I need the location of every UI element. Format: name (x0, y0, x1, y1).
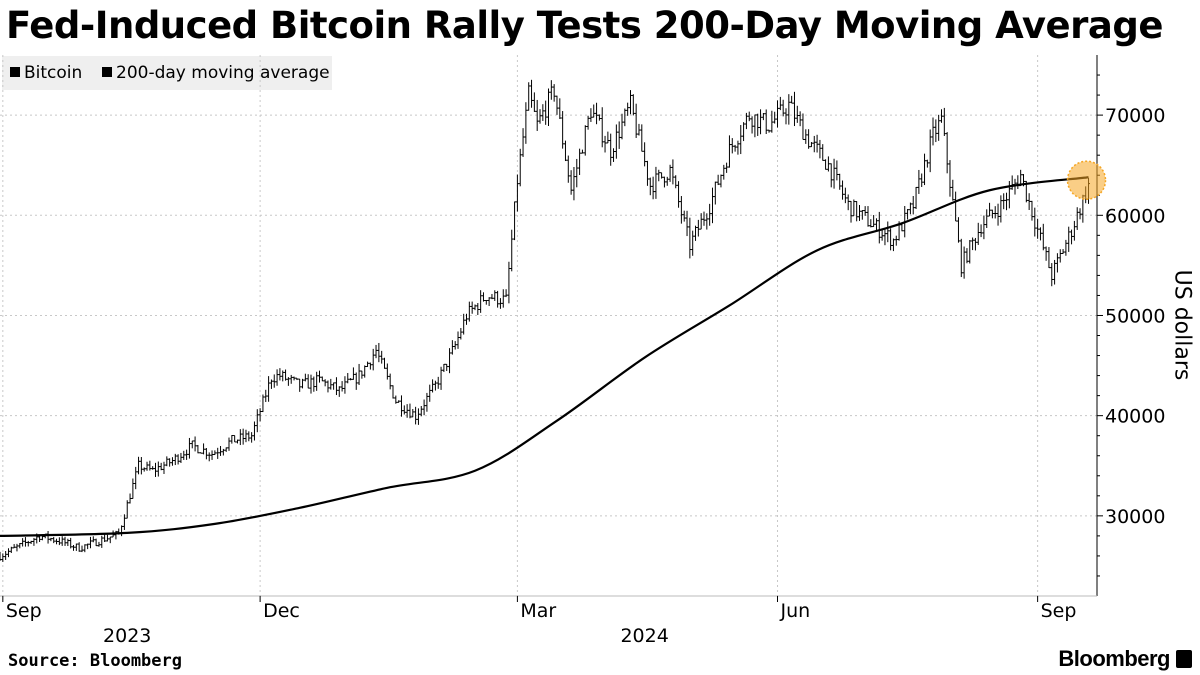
y-tick-label: 70000 (1105, 105, 1165, 127)
highlight-circle (1066, 160, 1107, 200)
legend-swatch-bitcoin (10, 67, 20, 77)
grid-lines (0, 55, 1097, 596)
bloomberg-logo: Bloomberg (1058, 646, 1192, 672)
brand-name: Bloomberg (1058, 646, 1170, 671)
chart-legend: Bitcoin 200-day moving average (2, 56, 332, 90)
y-axis-label: US dollars (1169, 269, 1195, 381)
y-tick-label: 50000 (1105, 305, 1165, 327)
legend-item-moving-average: 200-day moving average (102, 63, 330, 83)
bloomberg-mark-icon (1176, 650, 1192, 668)
chart-title: Fed-Induced Bitcoin Rally Tests 200-Day … (6, 4, 1163, 47)
x-tick-label: Sep (6, 600, 42, 622)
x-tick-label: Sep (1041, 600, 1077, 622)
x-year-label: 2023 (103, 625, 151, 647)
x-tick-label: Jun (780, 600, 811, 622)
y-tick-label: 60000 (1105, 205, 1165, 227)
source-note: Source: Bloomberg (8, 651, 182, 671)
x-year-label: 2024 (620, 625, 668, 647)
bitcoin-series (0, 79, 1091, 562)
legend-label-moving-average: 200-day moving average (116, 63, 330, 83)
legend-label-bitcoin: Bitcoin (24, 63, 83, 83)
legend-item-bitcoin: Bitcoin (10, 63, 82, 83)
x-tick-label: Dec (263, 600, 300, 622)
moving-average-line (0, 176, 1089, 537)
legend-swatch-moving-average (102, 67, 112, 77)
y-tick-label: 30000 (1105, 506, 1165, 528)
x-tick-label: Mar (520, 600, 556, 622)
y-tick-label: 40000 (1105, 406, 1165, 428)
